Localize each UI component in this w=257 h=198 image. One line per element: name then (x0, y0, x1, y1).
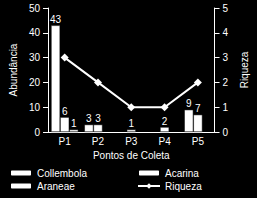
svg-text:3: 3 (223, 52, 229, 63)
svg-text:30: 30 (29, 52, 41, 63)
svg-text:5: 5 (223, 3, 229, 14)
svg-text:Abundância: Abundância (8, 43, 19, 96)
svg-text:Riqueza: Riqueza (239, 51, 250, 88)
svg-text:1: 1 (71, 118, 77, 129)
svg-text:Riqueza: Riqueza (165, 181, 202, 192)
svg-text:6: 6 (62, 106, 68, 117)
svg-text:0: 0 (34, 127, 40, 138)
svg-text:P4: P4 (158, 136, 171, 147)
svg-text:10: 10 (29, 102, 41, 113)
svg-text:0: 0 (223, 127, 229, 138)
svg-text:P3: P3 (125, 136, 138, 147)
svg-text:4: 4 (223, 27, 229, 38)
svg-text:2: 2 (162, 116, 168, 127)
svg-text:P1: P1 (59, 136, 72, 147)
svg-text:1: 1 (128, 118, 134, 129)
svg-text:Acarina: Acarina (165, 168, 199, 179)
svg-text:9: 9 (186, 98, 192, 109)
svg-text:1: 1 (223, 102, 229, 113)
svg-text:P2: P2 (92, 136, 105, 147)
svg-text:40: 40 (29, 27, 41, 38)
svg-text:50: 50 (29, 3, 41, 14)
svg-text:Araneae: Araneae (37, 181, 75, 192)
svg-text:P5: P5 (192, 136, 205, 147)
svg-text:Pontos de Coleta: Pontos de Coleta (93, 150, 170, 161)
svg-text:3: 3 (95, 113, 101, 124)
svg-text:2: 2 (223, 77, 229, 88)
svg-text:Collembola: Collembola (37, 168, 87, 179)
svg-text:20: 20 (29, 77, 41, 88)
svg-text:3: 3 (86, 113, 92, 124)
svg-text:43: 43 (50, 14, 62, 25)
svg-text:7: 7 (195, 103, 201, 114)
